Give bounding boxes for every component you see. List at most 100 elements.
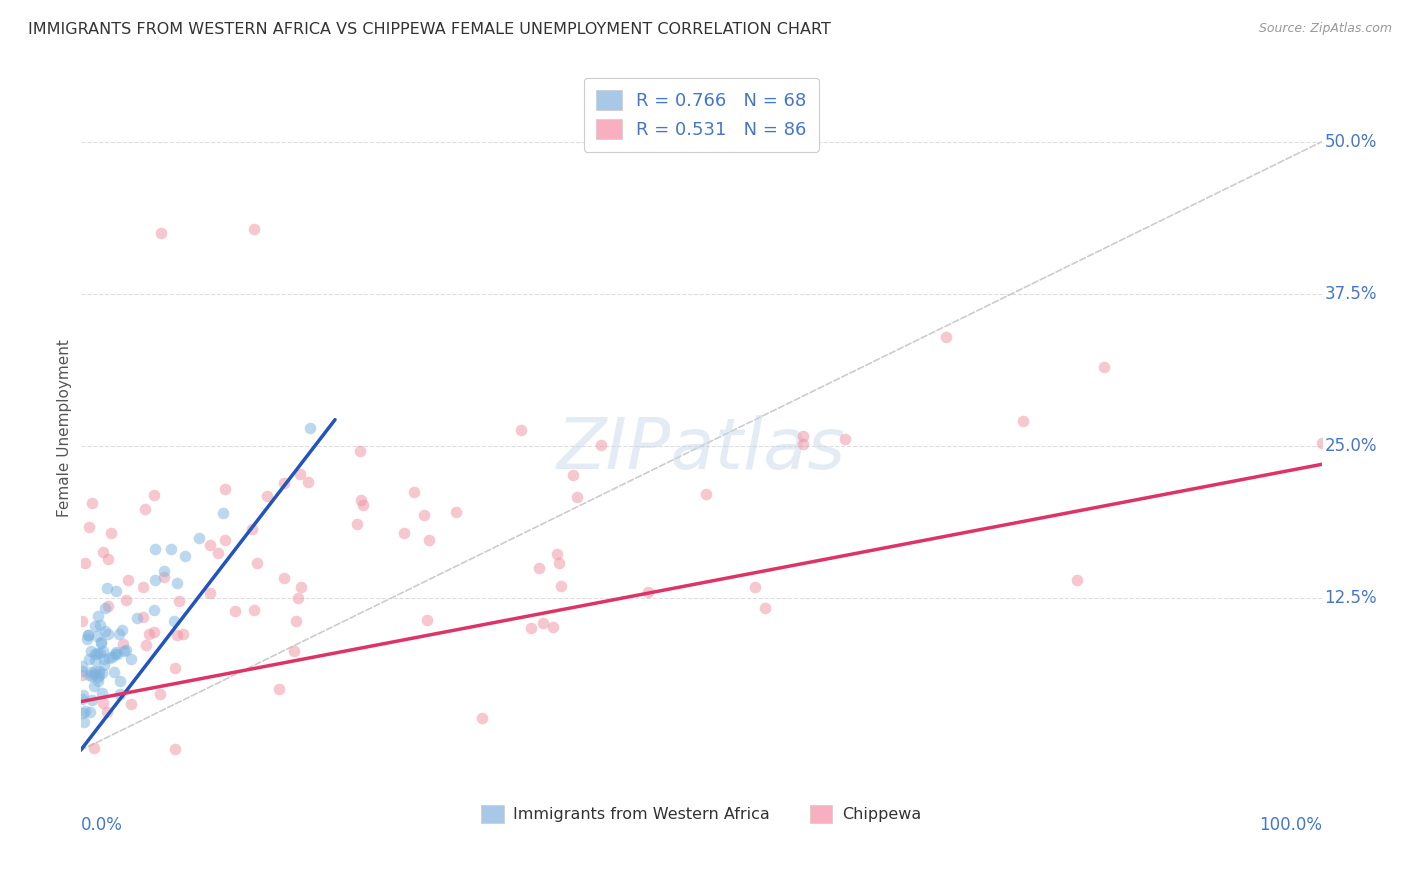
Point [561, 468, 583, 483]
Point [214, 482, 236, 496]
Point [792, 437, 814, 451]
Point [935, 330, 957, 344]
Point [89, 646, 111, 660]
Point [135, 638, 157, 652]
Point [162, 614, 184, 628]
Point [418, 533, 440, 548]
Text: 12.5%: 12.5% [1324, 590, 1378, 607]
Point [132, 610, 155, 624]
Point [413, 508, 436, 523]
Point [96, 581, 118, 595]
Point [84, 618, 107, 632]
Point [108, 673, 131, 688]
Point [246, 557, 269, 571]
Point [107, 647, 129, 661]
Point [350, 492, 373, 507]
Point [404, 484, 426, 499]
Point [83, 665, 105, 679]
Point [100, 650, 122, 665]
Point [103, 665, 125, 679]
Point [416, 613, 439, 627]
Text: ZIPatlas: ZIPatlas [557, 415, 846, 483]
Point [90, 635, 112, 649]
Point [283, 644, 305, 658]
Point [111, 637, 134, 651]
Point [115, 643, 138, 657]
Point [87, 670, 110, 684]
Point [100, 526, 122, 541]
Text: 37.5%: 37.5% [1324, 285, 1376, 302]
Point [792, 428, 814, 442]
Point [111, 623, 134, 637]
Text: 50.0%: 50.0% [1324, 133, 1376, 151]
Point [541, 620, 564, 634]
Text: 0.0%: 0.0% [80, 815, 122, 834]
Point [108, 627, 131, 641]
Point [70, 664, 93, 678]
Point [243, 222, 266, 236]
Point [273, 476, 295, 491]
Point [86, 629, 108, 643]
Point [104, 645, 127, 659]
Point [76, 632, 98, 646]
Point [98, 651, 121, 665]
Point [89, 668, 111, 682]
Point [591, 438, 613, 452]
Point [150, 226, 173, 240]
Point [142, 488, 165, 502]
Point [299, 421, 322, 435]
Point [77, 652, 100, 666]
Point [169, 593, 191, 607]
Point [1012, 414, 1035, 428]
Point [73, 556, 96, 570]
Point [163, 742, 186, 756]
Point [105, 583, 128, 598]
Point [112, 644, 135, 658]
Point [637, 584, 659, 599]
Point [83, 679, 105, 693]
Point [89, 618, 111, 632]
Point [77, 520, 100, 534]
Point [94, 624, 117, 638]
Point [97, 599, 120, 613]
Point [77, 628, 100, 642]
Point [149, 687, 172, 701]
Point [212, 506, 235, 520]
Point [104, 647, 127, 661]
Text: 25.0%: 25.0% [1324, 437, 1376, 455]
Point [117, 574, 139, 588]
Point [76, 628, 98, 642]
Point [87, 673, 110, 688]
Point [352, 499, 374, 513]
Point [125, 611, 148, 625]
Point [72, 715, 94, 730]
Point [273, 571, 295, 585]
Point [91, 665, 114, 680]
Point [444, 505, 467, 519]
Point [285, 614, 308, 628]
Point [834, 432, 856, 446]
Point [527, 561, 550, 575]
Point [744, 580, 766, 594]
Point [120, 697, 142, 711]
Point [214, 533, 236, 547]
Point [82, 669, 104, 683]
Point [93, 651, 115, 665]
Point [89, 665, 111, 679]
Point [110, 687, 132, 701]
Point [198, 539, 221, 553]
Point [1094, 360, 1116, 375]
Text: 100.0%: 100.0% [1260, 815, 1322, 834]
Point [346, 516, 368, 531]
Point [83, 741, 105, 756]
Point [153, 569, 176, 583]
Point [165, 661, 187, 675]
Point [565, 490, 588, 504]
Point [115, 592, 138, 607]
Y-axis label: Female Unemployment: Female Unemployment [58, 339, 72, 516]
Point [243, 603, 266, 617]
Point [83, 652, 105, 666]
Point [93, 643, 115, 657]
Point [510, 423, 533, 437]
Point [267, 682, 290, 697]
